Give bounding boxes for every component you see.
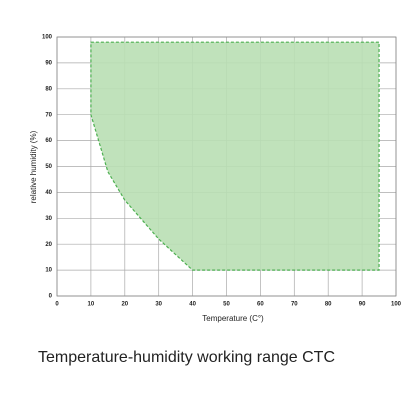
y-tick-label: 80: [45, 86, 52, 92]
y-tick-label: 40: [45, 190, 52, 196]
x-tick-label: 90: [359, 302, 366, 308]
x-axis-label: Temperature (C°): [202, 314, 264, 323]
x-tick-label: 60: [257, 302, 264, 308]
y-axis-label: relative humidity (%): [29, 130, 38, 203]
y-tick-label: 20: [45, 242, 52, 248]
x-tick-label: 40: [189, 302, 196, 308]
x-tick-label: 30: [155, 302, 162, 308]
x-tick-label: 10: [88, 302, 95, 308]
y-tick-label: 0: [49, 294, 53, 300]
y-tick-label: 90: [45, 60, 52, 66]
y-tick-label: 30: [45, 216, 52, 222]
x-tick-label: 20: [121, 302, 128, 308]
y-tick-label: 60: [45, 138, 52, 144]
y-tick-label: 100: [42, 35, 53, 41]
y-tick-label: 50: [45, 164, 52, 170]
x-tick-label: 100: [391, 302, 402, 308]
caption: Temperature-humidity working range CTC: [38, 349, 335, 366]
x-tick-label: 80: [325, 302, 332, 308]
plot-frame: [56, 36, 397, 297]
y-tick-label: 70: [45, 112, 52, 118]
y-tick-label: 10: [45, 268, 52, 274]
working-range-area: [90, 41, 380, 271]
x-tick-label: 0: [55, 302, 59, 308]
x-tick-label: 50: [223, 302, 230, 308]
x-tick-label: 70: [291, 302, 298, 308]
